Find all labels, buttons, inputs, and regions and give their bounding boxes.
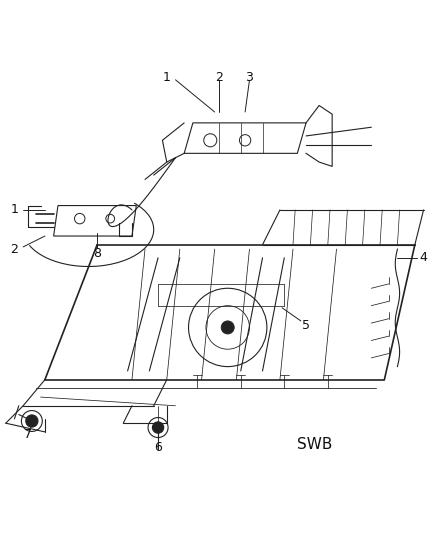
Text: 2: 2 — [11, 243, 18, 256]
Text: 8: 8 — [93, 247, 101, 260]
Circle shape — [221, 321, 234, 334]
Circle shape — [152, 422, 164, 433]
Text: 4: 4 — [420, 251, 427, 264]
Text: 5: 5 — [302, 319, 310, 332]
Text: 2: 2 — [215, 71, 223, 84]
Text: 6: 6 — [154, 441, 162, 454]
Text: 1: 1 — [11, 204, 18, 216]
Circle shape — [26, 415, 38, 427]
Text: 7: 7 — [24, 427, 32, 441]
Text: SWB: SWB — [297, 438, 332, 453]
Text: 1: 1 — [163, 71, 171, 84]
Text: 3: 3 — [246, 71, 254, 84]
